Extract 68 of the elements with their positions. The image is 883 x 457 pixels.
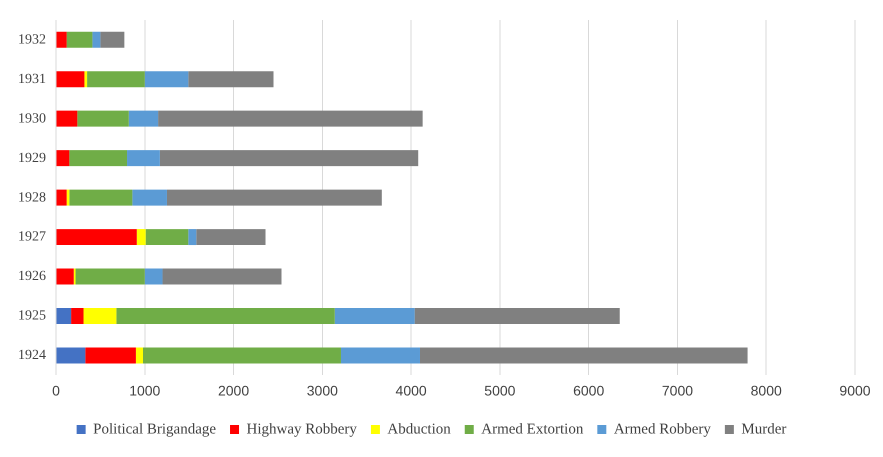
bar <box>56 229 137 246</box>
bar <box>188 229 196 246</box>
y-tick-label: 1924 <box>18 348 46 364</box>
x-tick-label: 4000 <box>396 382 427 398</box>
x-tick-label: 6000 <box>573 382 604 398</box>
legend-label: Abduction <box>387 421 452 438</box>
bar <box>56 110 78 127</box>
bar <box>144 268 163 285</box>
y-tick-label: 1932 <box>18 32 46 48</box>
bar <box>69 190 132 206</box>
x-tick-label: 2000 <box>218 382 250 398</box>
bar <box>56 71 84 88</box>
bar <box>87 71 145 88</box>
legend-label: Murder <box>741 421 786 438</box>
bar <box>116 308 335 324</box>
bar <box>128 110 158 127</box>
bar <box>160 150 418 166</box>
bar <box>143 347 341 364</box>
bar <box>71 308 84 324</box>
bar <box>162 268 282 285</box>
x-tick-label: 5000 <box>484 382 516 398</box>
x-tick-label: 3000 <box>306 382 338 398</box>
legend-label: Armed Extortion <box>481 421 584 438</box>
bar <box>127 150 160 166</box>
bar <box>85 347 136 364</box>
legend-label: Political Brigandage <box>93 421 216 438</box>
bar <box>158 110 423 127</box>
legend-label: Armed Robbery <box>614 421 712 438</box>
x-tick-label: 8000 <box>750 382 782 398</box>
bar <box>56 190 67 206</box>
bar <box>66 190 70 206</box>
bar <box>188 71 274 88</box>
bar <box>77 110 129 127</box>
bar <box>92 32 100 48</box>
bar <box>144 71 188 88</box>
bar <box>56 347 86 364</box>
bar <box>196 229 266 246</box>
y-tick-label: 1931 <box>18 72 46 87</box>
x-tick-label: 7000 <box>662 382 694 398</box>
bar <box>76 268 145 285</box>
bar <box>420 347 748 364</box>
bar <box>136 229 146 246</box>
bar <box>100 32 124 48</box>
bar <box>56 268 74 285</box>
bar <box>166 190 382 206</box>
bar <box>56 150 70 166</box>
bar <box>414 308 620 324</box>
bar <box>69 150 128 166</box>
bar <box>84 71 88 88</box>
y-tick-label: 1930 <box>18 111 46 126</box>
bar <box>56 308 72 324</box>
bar <box>66 32 92 48</box>
y-tick-label: 1927 <box>18 230 46 245</box>
y-tick-label: 1926 <box>18 269 46 284</box>
bar <box>56 32 67 48</box>
bar <box>84 308 116 324</box>
y-tick-label: 1929 <box>18 150 46 166</box>
bar <box>340 347 420 364</box>
x-tick-label: 1000 <box>129 382 161 398</box>
y-tick-label: 1925 <box>18 308 46 324</box>
x-tick-label: 0 <box>52 382 60 398</box>
x-tick-label: 9000 <box>839 382 871 398</box>
bar <box>334 308 415 324</box>
bar <box>136 347 143 364</box>
y-tick-label: 1928 <box>18 190 46 206</box>
legend-label: Highway Robbery <box>246 421 358 438</box>
bar <box>132 190 167 206</box>
bar <box>146 229 188 246</box>
